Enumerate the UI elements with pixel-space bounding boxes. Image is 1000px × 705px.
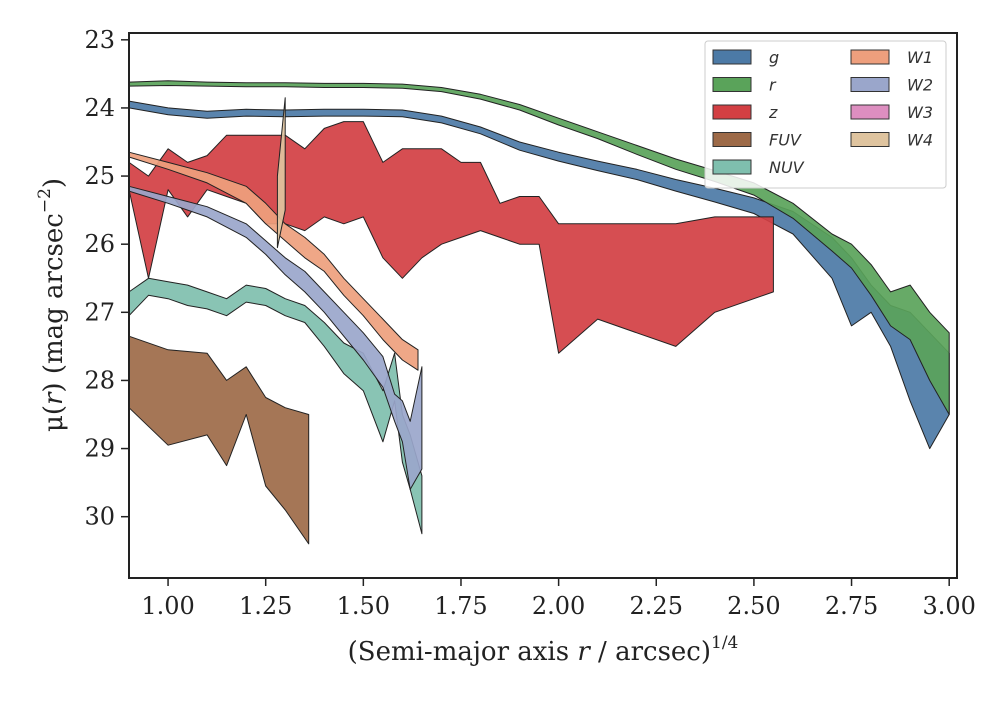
legend-swatch-w2 [850,77,890,92]
legend-label-w2: W2 [907,76,933,95]
y-axis-label: μ(r) (mag arcsec−2) [35,178,69,432]
legend-swatch-w4 [850,132,890,147]
band-w4 [276,97,286,249]
band-w1 [128,151,419,371]
legend-label-z: z [768,103,778,122]
legend-swatch-nuv [712,159,752,175]
y-tick-label: 23 [84,26,115,54]
y-tick-label: 25 [84,162,115,190]
y-tick-label: 30 [84,503,115,531]
y-tick-label: 26 [84,230,115,258]
bands-layer [128,80,950,545]
band-nuv [128,277,423,535]
band-z [128,121,774,354]
x-tick-label: 2.50 [727,592,780,620]
x-tick-label: 1.75 [434,592,487,620]
legend: grz FUV NUV W1 W2 W3 W4 [704,40,947,189]
legend-label-g: g [769,48,779,67]
legend-label-nuv: NUV [769,158,805,177]
legend-swatch-w3 [850,104,890,120]
legend-label-r: r [769,76,777,95]
y-tick-label: 24 [84,94,115,122]
legend-swatch-fuv [712,132,752,147]
y-tick-label: 27 [84,298,115,326]
band-w2 [128,185,423,490]
x-tick-label: 2.00 [532,592,585,620]
plot-frame [128,32,958,579]
legend-swatch-g [712,49,752,65]
legend-label-w1: W1 [907,48,933,67]
legend-swatch-z [712,104,752,120]
y-axis: 23 24 25 26 27 28 29 30 [84,26,129,531]
x-axis: 1.00 1.25 1.50 1.75 2.00 2.25 2.50 2.75 3.00 [141,578,976,620]
legend-label-w4: W4 [907,131,933,150]
x-tick-label: 1.00 [141,592,194,620]
legend-swatch-w1 [850,49,890,65]
band-fuv [128,335,310,545]
x-tick-label: 3.00 [922,592,975,620]
legend-label-fuv: FUV [769,131,802,150]
x-tick-label: 1.50 [337,592,390,620]
x-tick-label: 2.25 [630,592,683,620]
y-tick-label: 28 [84,366,115,394]
x-tick-label: 1.25 [239,592,292,620]
x-tick-label: 2.75 [825,592,878,620]
y-tick-label: 29 [84,435,115,463]
legend-swatch-r [712,77,752,92]
band-r [128,80,950,415]
legend-label-w3: W3 [907,103,933,122]
x-axis-label: (Semi-major axis r / arcsec)1/4 [348,633,739,667]
